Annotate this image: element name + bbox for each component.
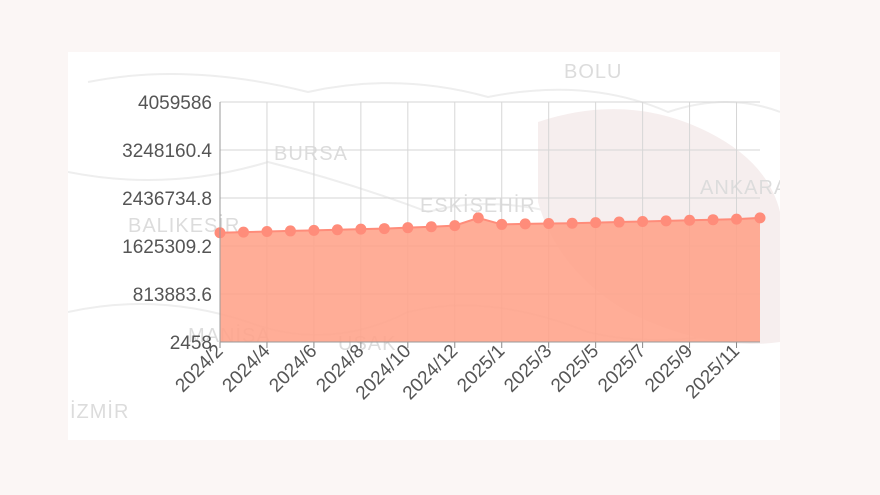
y-tick-label: 813883.6 — [133, 285, 212, 306]
x-tick-label: 2024/6 — [265, 341, 321, 397]
x-tick-label: 2025/1 — [453, 341, 509, 397]
x-tick-label: 2024/4 — [219, 340, 275, 396]
x-tick-label: 2025/7 — [594, 341, 650, 397]
data-point[interactable] — [519, 218, 531, 230]
map-label-balikesir: BALIKESİR — [128, 214, 240, 237]
map-label-ankara: ANKARA — [700, 177, 780, 199]
data-point[interactable] — [754, 212, 766, 224]
data-point[interactable] — [308, 224, 320, 236]
data-point[interactable] — [613, 216, 625, 228]
map-label-bolu: BOLU — [564, 61, 622, 83]
data-point[interactable] — [684, 214, 696, 226]
data-point[interactable] — [472, 212, 484, 224]
series-markers — [214, 212, 766, 239]
data-point[interactable] — [496, 218, 508, 230]
data-point[interactable] — [261, 226, 273, 238]
data-point[interactable] — [237, 226, 249, 238]
area-chart: BOLU BURSA ANKARA BALIKESİR ESKİŞEHİR MA… — [68, 61, 780, 423]
chart-card: BOLU BURSA ANKARA BALIKESİR ESKİŞEHİR MA… — [68, 52, 780, 440]
data-point[interactable] — [331, 224, 343, 236]
data-point[interactable] — [449, 220, 461, 232]
map-label-eskisehir: ESKİŞEHİR — [420, 194, 536, 217]
data-point[interactable] — [543, 218, 555, 230]
data-point[interactable] — [378, 223, 390, 235]
map-label-bursa: BURSA — [274, 143, 348, 165]
series-area — [219, 216, 761, 342]
y-tick-label: 4059586 — [138, 93, 212, 114]
x-axis: 2024/22024/42024/62024/82024/102024/1220… — [172, 340, 760, 404]
data-point[interactable] — [637, 215, 649, 227]
data-point[interactable] — [731, 213, 743, 225]
data-point[interactable] — [566, 217, 578, 229]
y-tick-label: 2458 — [170, 333, 212, 354]
y-tick-label: 3248160.4 — [122, 141, 212, 162]
y-axis: 4059586 3248160.4 2436734.8 1625309.2 813883… — [122, 93, 221, 354]
x-tick-label: 2025/3 — [500, 341, 556, 397]
area-fill — [220, 217, 760, 342]
map-label-izmir: İZMİR — [70, 400, 129, 423]
data-point[interactable] — [284, 225, 296, 237]
data-point[interactable] — [425, 221, 437, 233]
data-point[interactable] — [355, 223, 367, 235]
x-tick-label: 2025/5 — [547, 341, 603, 397]
y-tick-label: 1625309.2 — [122, 237, 212, 258]
data-point[interactable] — [402, 222, 414, 234]
data-point[interactable] — [590, 217, 602, 229]
data-point[interactable] — [707, 214, 719, 226]
y-tick-label: 2436734.8 — [122, 189, 212, 210]
data-point[interactable] — [660, 215, 672, 227]
